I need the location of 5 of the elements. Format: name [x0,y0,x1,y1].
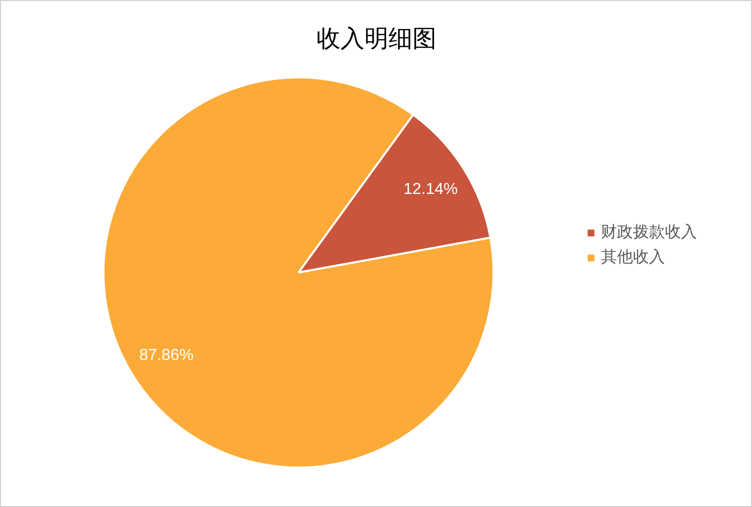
legend-label: 其他收入 [601,247,665,268]
data-label: 87.86% [139,347,194,364]
data-label: 12.14% [403,180,458,198]
legend-label: 财政拨款收入 [601,222,697,243]
chart-title: 收入明细图 [316,24,436,52]
